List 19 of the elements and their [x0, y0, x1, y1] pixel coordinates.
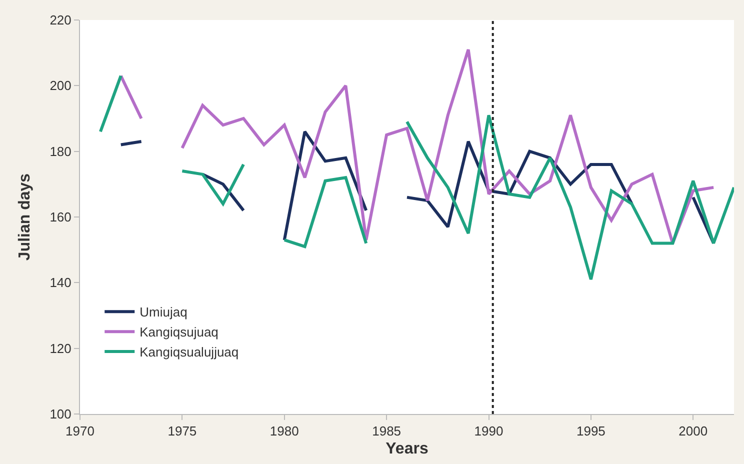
- y-tick-label: 120: [50, 340, 72, 356]
- y-axis-title: Julian days: [16, 173, 34, 261]
- x-tick-label: 2000: [678, 424, 708, 439]
- y-tick-label: 180: [50, 144, 72, 159]
- x-axis-title: Years: [386, 440, 428, 458]
- y-tick-label: 100: [50, 406, 72, 422]
- y-tick-label: 140: [50, 275, 72, 290]
- y-tick-label: 200: [50, 78, 72, 94]
- x-tick-label: 1985: [372, 424, 402, 439]
- y-tick-label: 160: [50, 210, 72, 225]
- x-tick-label: 1970: [66, 424, 94, 439]
- y-tick-label: 220: [50, 12, 72, 28]
- legend-label: Kangiqsualujjuaq: [140, 344, 239, 360]
- x-tick-label: 1995: [576, 424, 606, 439]
- x-tick-label: 1990: [474, 424, 504, 439]
- x-tick-label: 1975: [168, 424, 197, 439]
- legend-label: Umiujaq: [140, 304, 188, 320]
- legend-label: Kangiqsujuaq: [140, 324, 218, 340]
- x-tick-label: 1980: [270, 424, 299, 439]
